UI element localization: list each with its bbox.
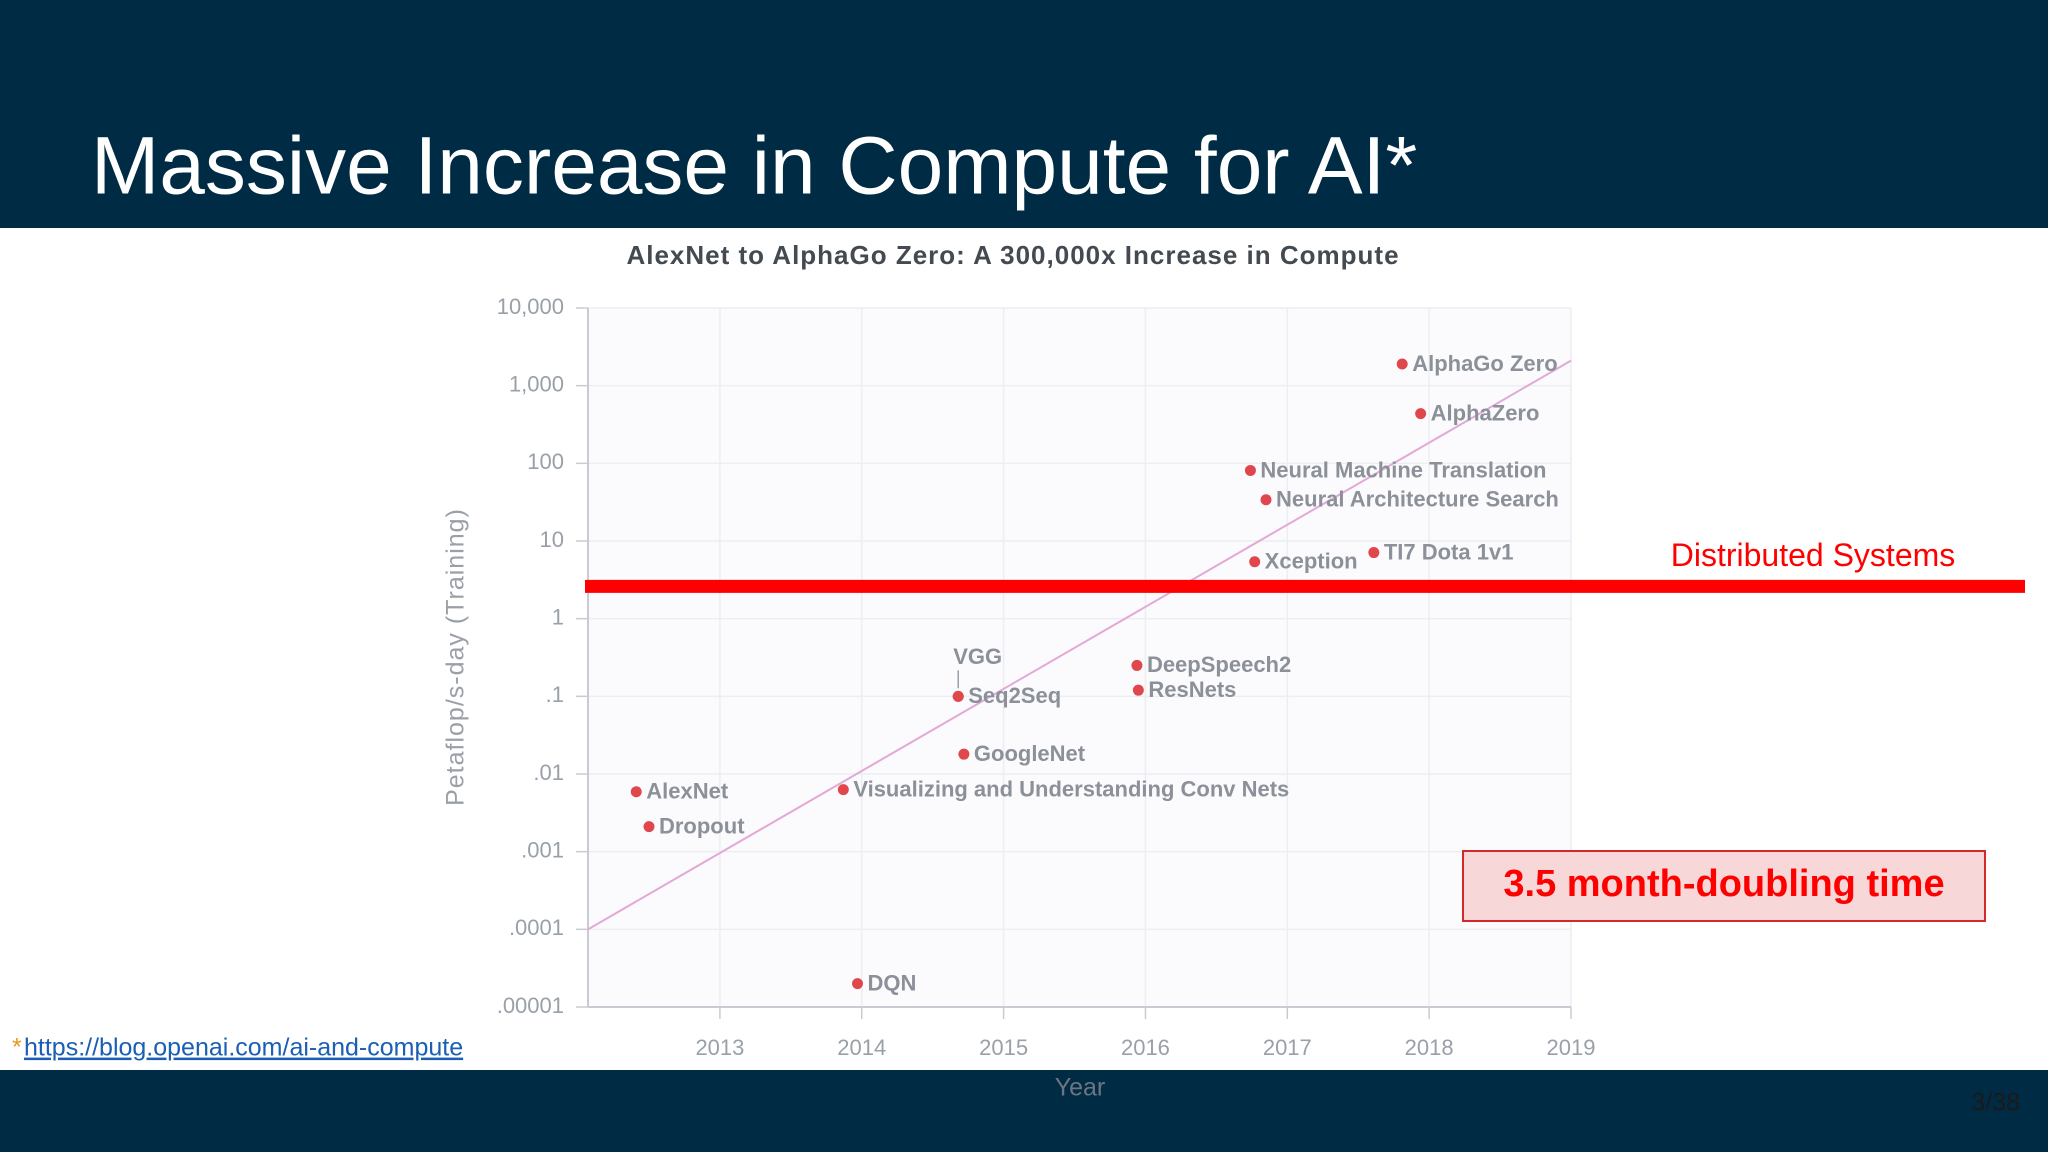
plot-area (588, 308, 1571, 1007)
footnote-marker: * (12, 1034, 22, 1062)
point-label: AlphaZero (1431, 400, 1540, 425)
y-tick-label: .0001 (509, 915, 564, 940)
data-point (852, 978, 864, 990)
data-point (643, 821, 655, 833)
data-point (837, 784, 849, 796)
point-label: TI7 Dota 1v1 (1384, 539, 1514, 564)
x-axis-label: Year (1055, 1074, 1106, 1102)
y-tick-label: .00001 (497, 993, 564, 1018)
y-axis-label: Petaflop/s-day (Training) (442, 508, 470, 806)
point-label: GoogleNet (974, 741, 1086, 766)
chart-title: AlexNet to AlphaGo Zero: A 300,000x Incr… (626, 240, 1399, 270)
reference-link[interactable]: https://blog.openai.com/ai-and-compute (24, 1034, 463, 1062)
point-label: Visualizing and Understanding Conv Nets (853, 776, 1289, 801)
data-point (952, 690, 964, 702)
point-label: DQN (868, 970, 917, 995)
y-tick-label: .01 (533, 760, 564, 785)
data-point (630, 786, 642, 798)
y-tick-label: 1,000 (509, 371, 564, 396)
data-point (1368, 547, 1380, 559)
x-tick-label: 2014 (837, 1035, 886, 1060)
point-label: VGG (953, 644, 1002, 669)
data-point (1244, 464, 1256, 476)
x-tick-label: 2019 (1547, 1035, 1596, 1060)
data-point (1249, 556, 1261, 568)
point-label: Seq2Seq (968, 683, 1061, 708)
page-number: 3/38 (1971, 1089, 2020, 1117)
data-point (1396, 358, 1408, 370)
trend-line (587, 359, 1572, 931)
point-label: Neural Machine Translation (1260, 457, 1546, 482)
header-band (0, 0, 2048, 228)
point-label: Dropout (659, 813, 745, 838)
y-tick-label: 10 (540, 527, 564, 552)
doubling-time-box (1462, 850, 1986, 922)
x-tick-label: 2018 (1405, 1035, 1454, 1060)
slide-title: Massive Increase in Compute for AI* (91, 121, 1417, 212)
x-tick-label: 2017 (1263, 1035, 1312, 1060)
y-tick-label: 1 (552, 604, 564, 629)
y-tick-label: 10,000 (497, 294, 564, 319)
data-point (958, 748, 970, 760)
data-point (1260, 494, 1272, 506)
x-tick-label: 2015 (979, 1035, 1028, 1060)
x-tick-label: 2013 (695, 1035, 744, 1060)
distributed-systems-label: Distributed Systems (1671, 537, 1956, 573)
y-tick-label: .1 (546, 682, 564, 707)
point-label: Neural Architecture Search (1276, 487, 1559, 512)
point-label: AlphaGo Zero (1412, 351, 1557, 376)
data-point (1132, 684, 1144, 696)
data-point (1131, 659, 1143, 671)
data-point (1415, 408, 1427, 420)
footer-band (0, 1070, 2048, 1152)
y-tick-label: .001 (521, 837, 564, 862)
point-label: AlexNet (646, 779, 729, 804)
x-tick-label: 2016 (1121, 1035, 1170, 1060)
point-label: ResNets (1148, 677, 1236, 702)
point-label: DeepSpeech2 (1147, 652, 1291, 677)
point-label: Xception (1265, 549, 1358, 574)
y-tick-label: 100 (527, 449, 564, 474)
doubling-time-label: 3.5 month-doubling time (1503, 863, 1944, 905)
